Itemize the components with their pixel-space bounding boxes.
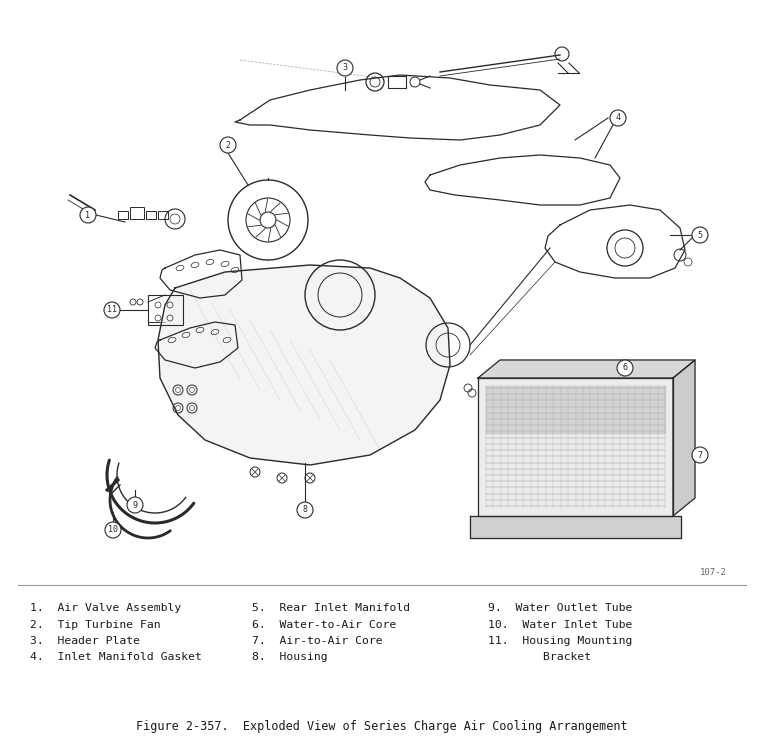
Circle shape (105, 522, 121, 538)
Text: 9.  Water Outlet Tube: 9. Water Outlet Tube (488, 603, 633, 613)
Text: 2: 2 (225, 140, 231, 149)
Text: 10.  Water Inlet Tube: 10. Water Inlet Tube (488, 620, 633, 629)
Polygon shape (486, 386, 665, 433)
Text: 5.  Rear Inlet Manifold: 5. Rear Inlet Manifold (252, 603, 410, 613)
Bar (158, 211, 168, 219)
Bar (388, 76, 406, 88)
Text: 3.  Header Plate: 3. Header Plate (30, 636, 140, 646)
Text: 3: 3 (342, 64, 348, 73)
Circle shape (220, 137, 236, 153)
Text: 1.  Air Valve Assembly: 1. Air Valve Assembly (30, 603, 181, 613)
Bar (148, 295, 183, 325)
Text: Figure 2-357.  Exploded View of Series Charge Air Cooling Arrangement: Figure 2-357. Exploded View of Series Ch… (136, 720, 628, 733)
Text: 11: 11 (107, 305, 117, 314)
Polygon shape (470, 516, 681, 538)
Bar (118, 211, 128, 219)
Text: 6: 6 (623, 364, 627, 373)
Text: 7.  Air-to-Air Core: 7. Air-to-Air Core (252, 636, 383, 646)
Text: 4.  Inlet Manifold Gasket: 4. Inlet Manifold Gasket (30, 652, 202, 662)
Text: 7: 7 (698, 451, 703, 460)
Bar (146, 211, 156, 219)
Circle shape (692, 227, 708, 243)
Circle shape (104, 302, 120, 318)
Circle shape (297, 502, 313, 518)
Text: 10: 10 (108, 526, 118, 535)
Text: 4: 4 (616, 113, 620, 122)
Circle shape (692, 447, 708, 463)
Text: 1: 1 (86, 211, 90, 220)
Text: 8.  Housing: 8. Housing (252, 652, 328, 662)
Polygon shape (673, 360, 695, 516)
Text: 11.  Housing Mounting: 11. Housing Mounting (488, 636, 633, 646)
Circle shape (130, 299, 136, 305)
Circle shape (80, 207, 96, 223)
Circle shape (610, 110, 626, 126)
Text: 6.  Water-to-Air Core: 6. Water-to-Air Core (252, 620, 397, 629)
Circle shape (137, 299, 143, 305)
Polygon shape (158, 265, 450, 465)
Text: Bracket: Bracket (488, 652, 591, 662)
Text: 5: 5 (698, 230, 703, 239)
Text: 2.  Tip Turbine Fan: 2. Tip Turbine Fan (30, 620, 160, 629)
Circle shape (337, 60, 353, 76)
Circle shape (127, 497, 143, 513)
Polygon shape (478, 378, 673, 516)
Text: 9: 9 (132, 500, 138, 509)
Text: 8: 8 (303, 506, 307, 515)
Bar (130, 207, 144, 219)
Text: 107-2: 107-2 (700, 568, 727, 577)
Circle shape (617, 360, 633, 376)
Polygon shape (478, 360, 695, 378)
